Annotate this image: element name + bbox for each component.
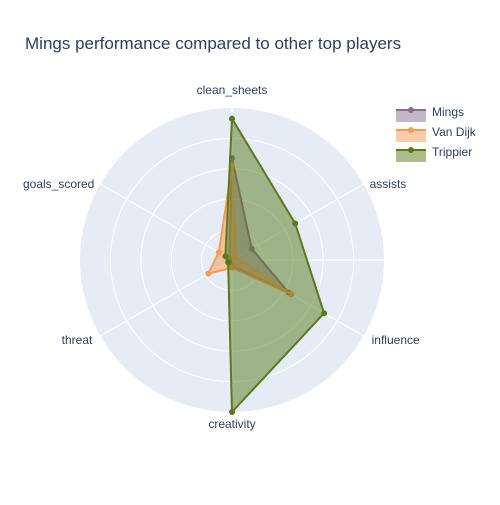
legend-swatch-trippier: [396, 150, 426, 162]
legend-label-van-dijk: Van Dijk: [432, 125, 477, 139]
legend-marker-van-dijk: [408, 127, 414, 133]
data-point-trippier-clean_sheets: [229, 115, 235, 122]
legend-swatch-van-dijk: [396, 130, 426, 142]
axis-label-creativity: creativity: [208, 417, 255, 431]
legend-label-trippier: Trippier: [432, 145, 472, 159]
legend-label-mings: Mings: [432, 105, 464, 119]
data-point-trippier-creativity: [229, 409, 235, 415]
grid-spoke-goals_scored: [100, 183, 233, 261]
data-point-van-dijk-goals_scored: [215, 249, 222, 256]
axis-label-clean_sheets: clean_sheets: [197, 83, 268, 97]
axis-label-goals_scored: goals_scored: [23, 177, 94, 191]
legend-swatch-mings: [396, 110, 426, 122]
legend-marker-mings: [408, 107, 414, 113]
axis-label-assists: assists: [370, 177, 407, 191]
data-point-trippier-assists: [292, 220, 299, 227]
axis-label-threat: threat: [62, 333, 93, 347]
data-point-trippier-influence: [321, 310, 328, 317]
legend-marker-trippier: [408, 147, 414, 153]
data-point-trippier-goals_scored: [222, 253, 229, 260]
chart-title: Mings performance compared to other top …: [25, 34, 402, 53]
axis-label-influence: influence: [372, 333, 420, 347]
data-point-van-dijk-threat: [205, 270, 212, 277]
data-point-trippier-threat: [225, 259, 232, 266]
